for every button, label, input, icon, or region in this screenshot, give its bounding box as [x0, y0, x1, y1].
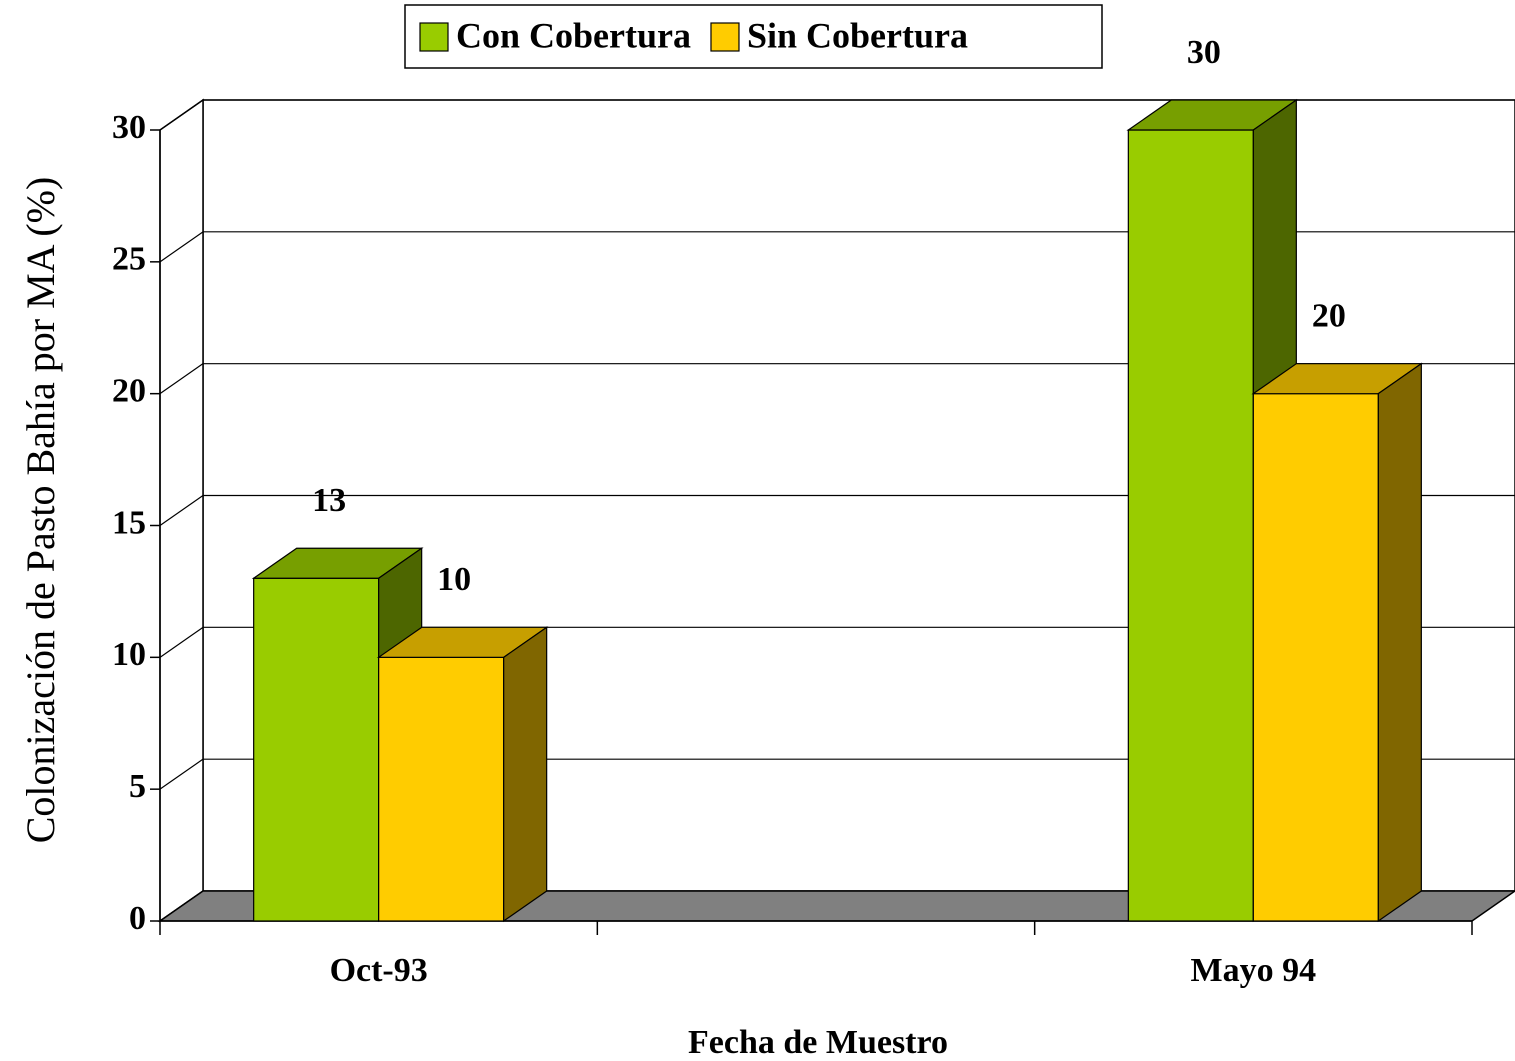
y-tick-label: 20 — [112, 372, 146, 409]
bar — [1252, 393, 1379, 922]
data-label: 20 — [1312, 297, 1346, 334]
y-tick-label: 5 — [129, 768, 146, 805]
grid-line — [159, 758, 204, 790]
grid-line — [159, 231, 204, 263]
data-label: 30 — [1187, 34, 1221, 71]
y-tick-label: 25 — [112, 241, 146, 278]
legend: Con Cobertura Sin Cobertura — [404, 4, 1103, 69]
legend-label: Con Cobertura — [456, 15, 691, 55]
y-tick-label: 10 — [112, 636, 146, 673]
y-tick-label: 15 — [112, 504, 146, 541]
data-label: 10 — [437, 561, 471, 598]
y-tick-label: 0 — [129, 900, 146, 937]
bar — [253, 577, 380, 922]
data-label: 13 — [312, 482, 346, 519]
bar — [378, 656, 505, 922]
legend-swatch — [710, 22, 740, 52]
x-tick-label: Oct-93 — [330, 952, 428, 989]
grid-line — [159, 495, 204, 526]
y-tick-label: 30 — [112, 109, 146, 146]
grid-line — [159, 99, 204, 131]
bar — [1127, 129, 1254, 922]
bar-side — [1377, 362, 1422, 923]
legend-swatch — [419, 22, 449, 52]
grid-line — [159, 363, 204, 395]
x-axis-title: Fecha de Muestro — [688, 1024, 948, 1061]
y-axis-title: Colonización de Pasto Bahía por MA (%) — [18, 177, 63, 844]
legend-box — [404, 4, 1103, 69]
grid-line — [159, 626, 204, 658]
legend-label: Sin Cobertura — [747, 15, 968, 55]
bar-side — [503, 626, 548, 923]
x-tick-label: Mayo 94 — [1191, 952, 1317, 989]
